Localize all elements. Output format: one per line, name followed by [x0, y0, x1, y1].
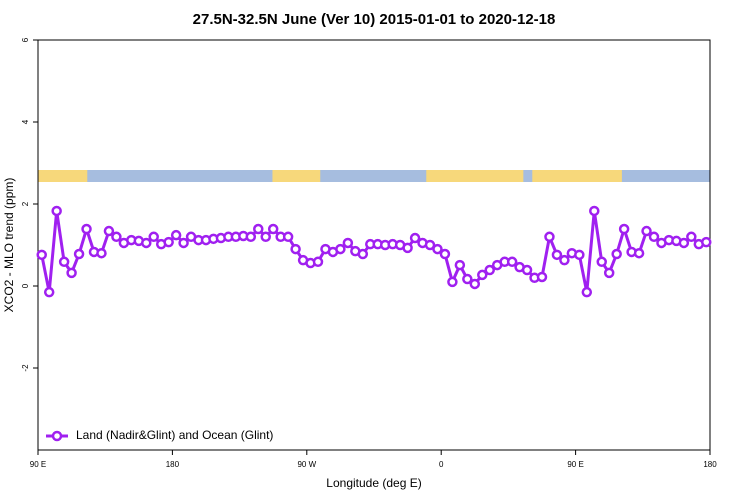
- data-point: [111, 231, 122, 243]
- land-segment: [532, 170, 622, 182]
- x-tick-label: 180: [166, 460, 180, 469]
- y-tick-label: 0: [21, 283, 30, 288]
- data-point: [253, 223, 264, 235]
- data-point: [342, 237, 354, 249]
- data-point: [96, 247, 107, 259]
- y-tick-label: 2: [21, 201, 30, 206]
- data-point: [581, 286, 593, 298]
- data-point: [596, 256, 607, 268]
- data-point: [290, 243, 301, 255]
- data-point: [701, 236, 712, 248]
- data-point: [402, 242, 413, 254]
- y-tick-label: -2: [21, 364, 30, 372]
- data-point: [454, 259, 466, 271]
- data-point: [484, 264, 495, 276]
- data-point: [357, 248, 369, 260]
- data-point: [603, 267, 615, 279]
- land-segment: [426, 170, 524, 182]
- legend-marker: [51, 430, 63, 442]
- data-point: [312, 256, 324, 268]
- data-point: [81, 223, 92, 235]
- data-point: [521, 264, 533, 276]
- x-tick-label: 180: [703, 460, 717, 469]
- y-tick-label: 4: [21, 119, 30, 124]
- data-point: [43, 286, 55, 298]
- data-point: [260, 231, 271, 243]
- data-point: [611, 248, 622, 260]
- data-point: [678, 237, 690, 249]
- x-tick-label: 90 E: [30, 460, 46, 469]
- data-point: [409, 232, 421, 244]
- x-tick-label: 0: [439, 460, 444, 469]
- data-point: [432, 243, 443, 255]
- data-point: [544, 231, 555, 243]
- data-point: [648, 231, 660, 243]
- data-point: [469, 278, 481, 290]
- data-point: [267, 223, 279, 235]
- data-point: [245, 231, 257, 243]
- y-axis-label: XCO2 - MLO trend (ppm): [2, 178, 16, 313]
- data-point: [58, 256, 70, 268]
- x-axis-label: Longitude (deg E): [326, 476, 421, 490]
- y-tick-label: 6: [21, 37, 30, 42]
- data-point: [148, 231, 159, 243]
- data-point: [66, 267, 77, 279]
- data-point: [633, 247, 645, 259]
- data-point: [163, 236, 174, 248]
- data-point: [439, 248, 451, 260]
- data-point: [73, 248, 85, 260]
- data-point: [36, 249, 47, 261]
- data-point: [589, 205, 600, 217]
- data-point: [447, 276, 458, 288]
- x-tick-label: 90 E: [567, 460, 583, 469]
- data-point: [282, 231, 294, 243]
- data-point: [536, 271, 548, 283]
- data-point: [641, 225, 652, 237]
- data-point: [574, 249, 585, 261]
- data-point: [477, 269, 488, 281]
- data-point: [103, 225, 115, 237]
- land-segment: [272, 170, 321, 182]
- legend-label: Land (Nadir&Glint) and Ocean (Glint): [76, 428, 273, 442]
- data-point: [559, 254, 570, 266]
- data-point: [51, 205, 62, 217]
- chart-title: 27.5N-32.5N June (Ver 10) 2015-01-01 to …: [193, 11, 556, 28]
- data-point: [178, 237, 189, 249]
- data-point: [462, 273, 473, 285]
- data-point: [424, 239, 436, 251]
- data-point: [141, 237, 152, 249]
- data-point: [506, 256, 518, 268]
- data-point: [551, 249, 563, 261]
- series-line: [40, 210, 707, 293]
- data-point: [170, 229, 182, 241]
- x-tick-label: 90 W: [297, 460, 316, 469]
- land-segment: [38, 170, 88, 182]
- data-point: [686, 231, 697, 243]
- data-point: [335, 243, 346, 255]
- data-point: [618, 223, 630, 235]
